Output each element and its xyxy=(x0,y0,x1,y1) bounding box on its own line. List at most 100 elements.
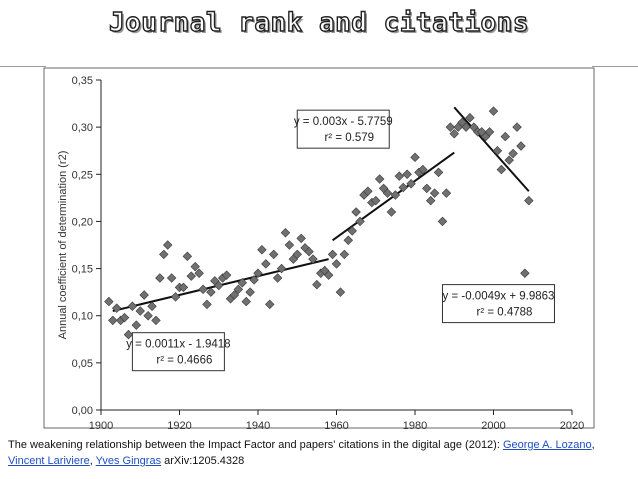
author-link-lozano[interactable]: George A. Lozano xyxy=(502,439,592,451)
scatter-chart: 0,00 0,05 0,10 0,15 0,20 0,25 0,30 0,35 1900 1920… xyxy=(43,67,595,432)
data-point xyxy=(276,263,287,274)
author-link-lariviere[interactable]: Vincent Lariviere xyxy=(8,455,90,467)
data-point xyxy=(202,299,212,310)
y-tick-label: 0,20 xyxy=(72,216,93,228)
caption-sep: , xyxy=(89,455,96,467)
y-tick-label: 0,30 xyxy=(72,122,93,134)
data-point xyxy=(343,235,353,246)
data-point xyxy=(151,315,161,326)
data-points xyxy=(104,106,534,340)
trend-r2: r² = 0.4788 xyxy=(476,307,532,319)
data-point xyxy=(265,299,275,310)
data-point xyxy=(512,122,522,132)
data-point xyxy=(166,273,177,283)
data-point xyxy=(492,145,503,156)
data-point xyxy=(119,312,130,323)
equation-box-3: y = -0.0049x + 9.9863 r² = 0.4788 xyxy=(441,284,555,324)
data-point xyxy=(163,240,173,250)
x-tick-label: 2020 xyxy=(560,420,584,432)
data-point xyxy=(441,188,452,198)
equation-box-2: y = 0.003x - 5.7759 r² = 0.579 xyxy=(294,109,393,149)
data-point xyxy=(272,273,283,283)
data-point xyxy=(390,190,401,200)
data-point xyxy=(108,315,118,326)
x-tick-label: 1940 xyxy=(246,420,270,432)
data-point xyxy=(433,167,444,178)
data-point xyxy=(178,282,189,293)
data-point xyxy=(331,259,342,269)
data-point xyxy=(488,106,499,116)
equation-box-frame xyxy=(296,109,390,149)
equation-boxes: y = 0.0011x - 1.9418 r² = 0.4666 y = 0.003… xyxy=(126,109,555,372)
data-point xyxy=(496,164,507,175)
data-point xyxy=(445,122,456,132)
data-point xyxy=(410,152,420,163)
trend-r2: r² = 0.579 xyxy=(324,132,374,144)
data-point xyxy=(406,178,416,189)
data-point xyxy=(280,228,291,238)
data-point xyxy=(508,148,518,159)
y-tick-label: 0,05 xyxy=(72,358,93,370)
data-point xyxy=(327,249,338,260)
data-point xyxy=(147,301,157,312)
data-point xyxy=(484,127,495,137)
trend-equation: y = 0.003x - 5.7759 xyxy=(294,116,393,128)
data-point xyxy=(233,284,244,295)
x-tick-label: 1980 xyxy=(403,420,427,432)
equation-box-frame xyxy=(131,332,225,372)
author-link-gingras[interactable]: Yves Gingras xyxy=(95,455,162,467)
data-point xyxy=(249,275,259,285)
data-point xyxy=(363,186,373,196)
data-point xyxy=(135,306,145,316)
data-point xyxy=(229,290,240,300)
data-point xyxy=(524,195,534,206)
data-point xyxy=(253,268,263,279)
data-point xyxy=(170,292,181,302)
y-tick-label: 0,15 xyxy=(72,264,93,276)
caption: The weakening relationship between the I… xyxy=(8,437,632,469)
data-point xyxy=(461,122,471,132)
y-tick-label: 0,00 xyxy=(72,405,93,417)
y-tick-label: 0,25 xyxy=(72,169,93,181)
data-point xyxy=(237,277,248,288)
trend-equation: y = 0.0011x - 1.9418 xyxy=(126,339,230,351)
data-point xyxy=(214,280,224,291)
data-point xyxy=(268,249,279,260)
x-tick-label: 1900 xyxy=(89,420,113,432)
data-point xyxy=(386,207,397,217)
data-point xyxy=(520,268,530,279)
data-point xyxy=(339,249,350,260)
caption-arxiv: arXiv:1205.4328 xyxy=(161,455,245,467)
x-tick-label: 1960 xyxy=(324,420,348,432)
data-point xyxy=(308,254,318,264)
data-point xyxy=(143,310,153,321)
y-tick-label: 0,35 xyxy=(72,75,93,87)
data-point xyxy=(190,261,200,272)
data-point xyxy=(429,188,440,198)
data-point xyxy=(111,303,122,313)
data-point xyxy=(418,164,428,175)
data-point xyxy=(422,183,432,194)
data-point xyxy=(194,268,204,279)
data-point xyxy=(465,112,475,123)
data-point xyxy=(245,287,255,297)
y-tick-label: 0,10 xyxy=(72,311,93,323)
data-point xyxy=(335,287,346,297)
data-point xyxy=(131,320,142,330)
caption-text: The weakening relationship between the I… xyxy=(8,439,503,451)
title-rule-right xyxy=(592,66,638,67)
data-point xyxy=(323,270,334,280)
data-point xyxy=(139,290,149,300)
data-point xyxy=(206,287,216,297)
data-point xyxy=(371,195,381,206)
data-point xyxy=(425,195,436,206)
data-point xyxy=(296,233,306,244)
data-point xyxy=(104,296,114,307)
data-point xyxy=(182,251,193,262)
data-point xyxy=(123,329,134,340)
x-tick-label: 2000 xyxy=(481,420,505,432)
data-point xyxy=(382,188,393,198)
data-point xyxy=(198,284,208,295)
data-point xyxy=(159,249,169,260)
data-point xyxy=(449,129,459,139)
